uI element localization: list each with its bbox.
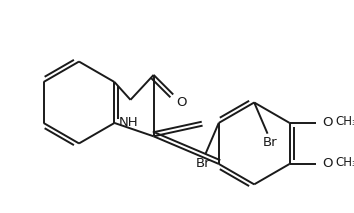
Text: O: O — [176, 96, 186, 109]
Text: O: O — [322, 157, 333, 170]
Text: O: O — [322, 117, 333, 130]
Text: CH₃: CH₃ — [335, 156, 354, 169]
Text: CH₃: CH₃ — [335, 115, 354, 128]
Text: Br: Br — [195, 157, 210, 170]
Text: NH: NH — [119, 116, 138, 129]
Text: Br: Br — [263, 136, 278, 149]
